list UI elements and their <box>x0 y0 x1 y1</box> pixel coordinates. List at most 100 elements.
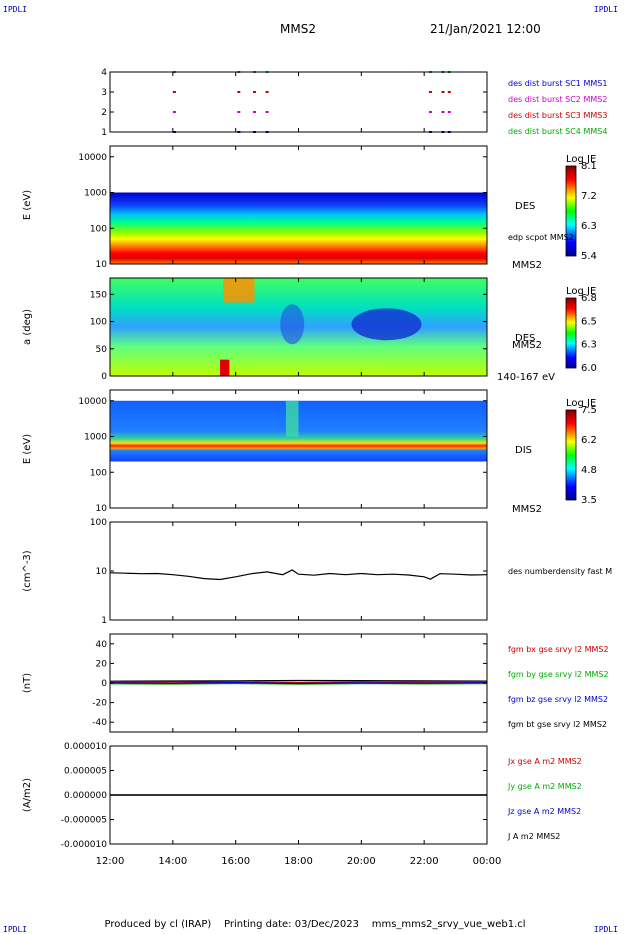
burst-marker <box>172 91 176 93</box>
burst-marker <box>237 111 241 113</box>
footer-printing-date: Printing date: 03/Dec/2023 <box>223 919 359 930</box>
legend-entry: fgm by gse srvy l2 MMS2 <box>508 670 609 679</box>
panel-sublabel: MMS2 <box>512 340 542 351</box>
series-line <box>109 682 488 685</box>
y-tick-label: 1 <box>101 616 107 626</box>
x-tick-label: 12:00 <box>96 856 125 867</box>
y-tick-label: 40 <box>96 640 108 650</box>
corner-label-top-right: IPDLI <box>593 5 618 14</box>
y-tick-label: -0.000010 <box>61 840 107 850</box>
legend-entry: fgm bz gse srvy l2 MMS2 <box>508 695 608 704</box>
series-line <box>109 569 488 581</box>
series-line <box>109 681 488 685</box>
burst-marker <box>447 91 451 93</box>
colorbar-tick-label: 6.0 <box>581 363 597 374</box>
y-tick-label: 4 <box>101 68 107 78</box>
legend-entry: des numberdensity fast M <box>508 567 612 576</box>
pad-enhancement <box>223 278 255 303</box>
pad-depletion <box>351 308 422 341</box>
y-tick-label: 1000 <box>84 433 107 443</box>
legend-entry: fgm bx gse srvy l2 MMS2 <box>508 645 609 654</box>
colorbar-tick-label: 6.8 <box>581 293 597 304</box>
series-line <box>109 681 488 684</box>
legend-entry: J A m2 MMS2 <box>507 832 560 841</box>
burst-marker <box>441 111 445 113</box>
colorbar <box>565 297 577 369</box>
panel-bottom-label: MMS2 <box>512 260 542 271</box>
burst-marker <box>172 111 176 113</box>
burst-marker <box>428 111 432 113</box>
y-tick-label: 2 <box>101 108 107 118</box>
y-tick-label: 3 <box>101 88 107 98</box>
corner-label-bottom-left: IPDLI <box>3 925 28 934</box>
panel-bottom-label: 140-167 eV <box>497 372 555 383</box>
y-tick-label: -20 <box>92 699 107 709</box>
y-tick-label: 100 <box>90 224 107 234</box>
pad-depletion <box>280 304 305 345</box>
colorbar-tick-label: 5.4 <box>581 251 597 262</box>
burst-marker <box>447 111 451 113</box>
x-tick-label: 00:00 <box>473 856 502 867</box>
y-axis-label: E (eV) <box>22 434 33 464</box>
colorbar-tick-label: 6.5 <box>581 316 597 327</box>
burst-marker <box>253 111 257 113</box>
y-tick-label: 1 <box>101 128 107 138</box>
x-tick-label: 16:00 <box>221 856 250 867</box>
panel-bottom-label: MMS2 <box>512 504 542 515</box>
legend-entry: des dist burst SC4 MMS4 <box>508 127 607 136</box>
y-tick-label: -40 <box>92 718 107 728</box>
y-tick-label: 10000 <box>78 397 107 407</box>
page-title: MMS2 <box>280 22 316 36</box>
y-tick-label: 0 <box>101 372 107 382</box>
footer: Produced by cl (IRAP) Printing date: 03/… <box>0 919 630 930</box>
y-tick-label: 100 <box>90 468 107 478</box>
footer-filename: mms_mms2_srvy_vue_web1.cl <box>371 919 526 930</box>
panel-frame <box>109 71 488 133</box>
panel-label: DIS <box>515 445 532 456</box>
colorbar-title: Log JE <box>566 398 596 409</box>
y-tick-label: 0.000010 <box>64 742 107 752</box>
x-tick-label: 18:00 <box>284 856 313 867</box>
colorbar-tick-label: 7.2 <box>581 191 597 202</box>
y-axis-label: a (deg) <box>22 309 33 345</box>
y-tick-label: 1000 <box>84 189 107 199</box>
pad-enhancement <box>219 359 230 376</box>
panel-label: DES <box>515 201 535 212</box>
series-line <box>109 679 488 682</box>
burst-marker <box>428 91 432 93</box>
burst-marker <box>265 91 269 93</box>
panel-frame <box>109 521 488 621</box>
y-tick-label: 20 <box>96 659 108 669</box>
y-tick-label: 100 <box>90 318 107 328</box>
colorbar-tick-label: 6.2 <box>581 435 597 446</box>
y-axis-label: (A/m2) <box>22 778 33 812</box>
panel-sublabel: edp scpot MMS2 <box>508 233 574 242</box>
colorbar-title: Log JE <box>566 154 596 165</box>
legend-entry: des dist burst SC2 MMS2 <box>508 95 607 104</box>
y-tick-label: 0.000000 <box>64 791 107 801</box>
page-datetime: 21/Jan/2021 12:00 <box>430 22 541 36</box>
burst-marker <box>237 91 241 93</box>
x-tick-label: 20:00 <box>347 856 376 867</box>
y-tick-label: 10 <box>96 504 108 514</box>
des-energy-spectrogram <box>110 192 487 264</box>
colorbar <box>565 409 577 501</box>
y-axis-label: E (eV) <box>22 190 33 220</box>
x-tick-label: 14:00 <box>158 856 187 867</box>
y-tick-label: 10 <box>96 567 108 577</box>
y-axis-label: (cm^-3) <box>22 550 33 591</box>
corner-label-top-left: IPDLI <box>3 5 28 14</box>
y-tick-label: 10000 <box>78 153 107 163</box>
corner-label-bottom-right: IPDLI <box>593 925 618 934</box>
y-tick-label: -0.000005 <box>61 816 107 826</box>
colorbar-tick-label: 6.3 <box>581 221 597 232</box>
legend-entry: Jz gse A m2 MMS2 <box>507 807 581 816</box>
legend-entry: Jy gse A m2 MMS2 <box>507 782 582 791</box>
colorbar-tick-label: 4.8 <box>581 465 597 476</box>
dis-enhancement <box>285 400 299 437</box>
y-tick-label: 150 <box>90 290 107 300</box>
colorbar-tick-label: 3.5 <box>581 495 597 506</box>
burst-marker <box>265 111 269 113</box>
footer-producer: Produced by cl (IRAP) <box>104 919 212 930</box>
legend-entry: des dist burst SC1 MMS1 <box>508 79 607 88</box>
